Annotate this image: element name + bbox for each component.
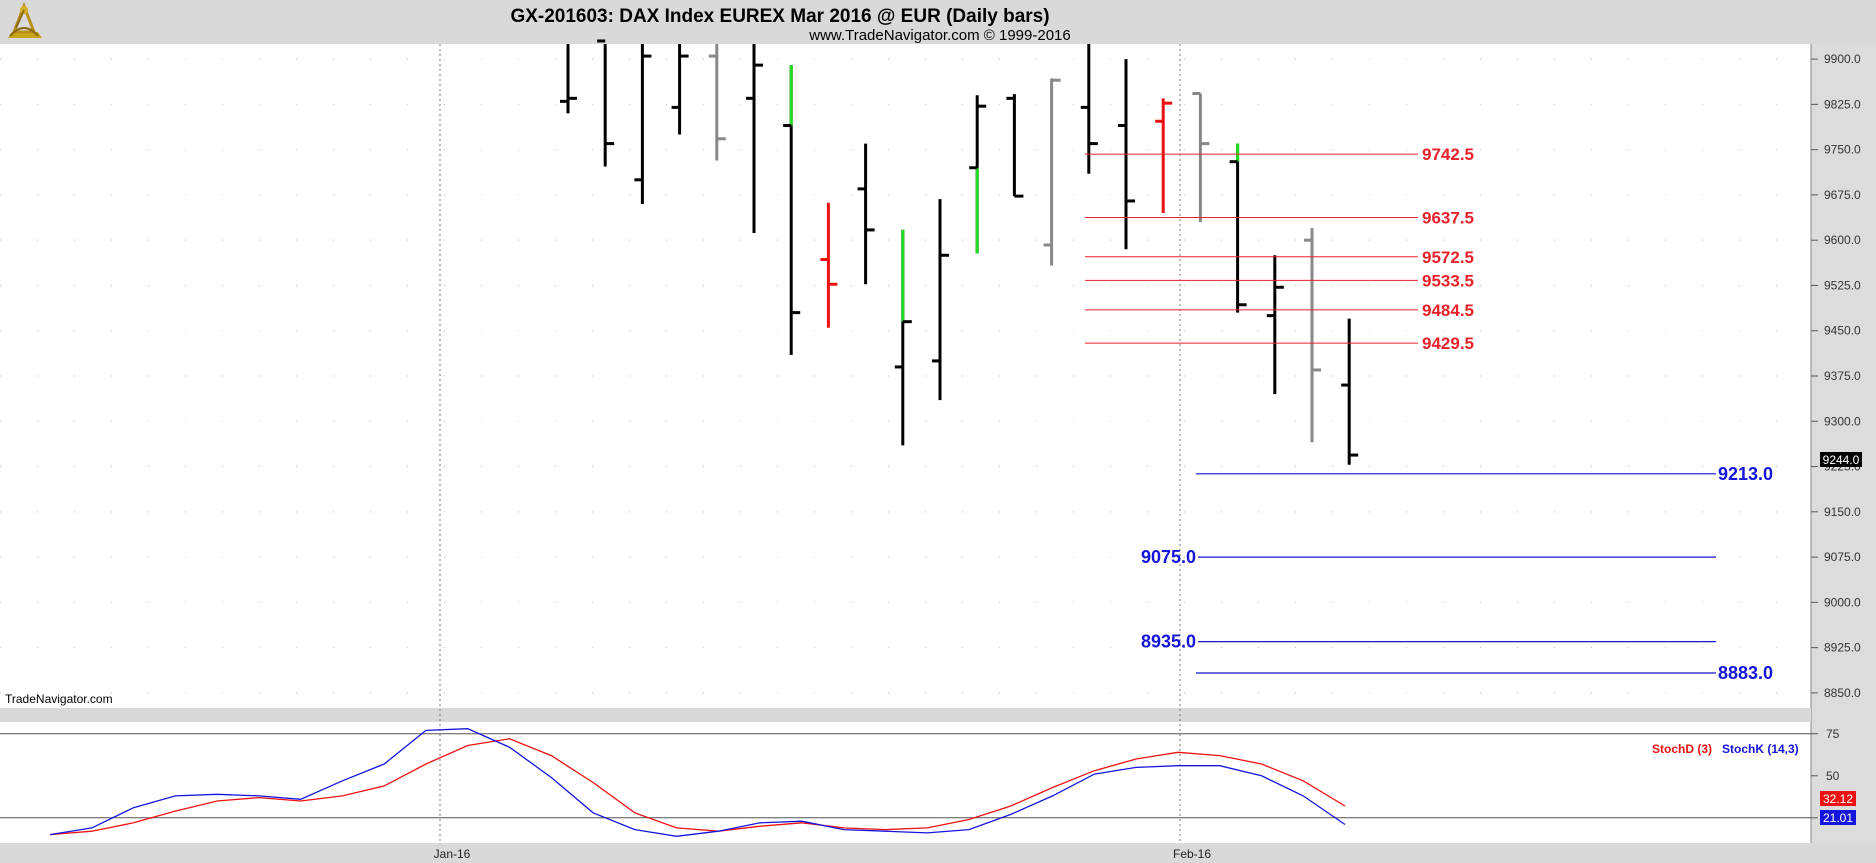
stoch-series-d [49,738,1346,836]
time-axis: Jan-16 Feb-16 [434,847,1212,861]
price-tick-label: 9750.0 [1824,143,1861,157]
support-label: 8935.0 [1141,632,1196,652]
support-label: 8883.0 [1718,663,1773,683]
ohlc-bar [746,44,763,233]
price-tick-label: 9900.0 [1824,52,1861,66]
time-axis-band [0,843,1876,863]
last-price-badge: 9244.0 [1820,452,1862,467]
price-tick-label: 9675.0 [1824,188,1861,202]
price-bars [560,39,1359,465]
ohlc-bar [969,95,987,254]
time-tick-label: Jan-16 [434,847,471,861]
svg-text:21.01: 21.01 [1823,811,1853,825]
ohlc-bar [894,229,912,446]
price-levels: 9742.5 9637.5 9572.5 9533.5 9484.5 9429.5 9213… [1085,145,1773,683]
stochastic-panel: 755025 [0,727,1840,837]
chart-title: GX-201603: DAX Index EUREX Mar 2016 @ EU… [510,6,1049,27]
resistance-label: 9484.5 [1422,301,1474,320]
resistance-label: 9429.5 [1422,334,1474,353]
stoch-k-value-badge: 21.01 [1820,810,1856,825]
ohlc-bar [1304,228,1321,443]
svg-text:32.12: 32.12 [1823,792,1853,806]
stoch-tick-label: 75 [1826,727,1840,741]
ohlc-bar [820,202,838,328]
ohlc-bar [1341,318,1359,465]
price-tick-label: 9450.0 [1824,324,1861,338]
support-label: 9213.0 [1718,464,1773,484]
grid [0,58,1811,694]
sextant-logo-icon [8,1,42,38]
resistance-label: 9742.5 [1422,145,1474,164]
resistance-label: 9533.5 [1422,271,1474,290]
chart-subtitle: www.TradeNavigator.com © 1999-2016 [808,27,1070,44]
time-tick-label: Feb-16 [1173,847,1211,861]
support-label: 9075.0 [1141,547,1196,567]
price-tick-label: 9525.0 [1824,278,1861,292]
ohlc-bar [634,44,652,204]
price-tick-label: 9075.0 [1824,550,1861,564]
ohlc-bar [560,44,577,114]
ohlc-bar [1043,78,1061,266]
price-tick-label: 8925.0 [1824,641,1861,655]
resistance-label: 9637.5 [1422,209,1474,228]
stoch-series-k [49,728,1346,837]
price-tick-label: 9600.0 [1824,233,1861,247]
ohlc-bar [783,65,801,355]
ohlc-bar [932,199,949,401]
price-axis: 9900.0 9825.0 9750.0 9675.0 9600.0 9525.0 9450… [1811,52,1861,700]
ohlc-bar [708,44,726,161]
resistance-label: 9572.5 [1422,248,1474,267]
ohlc-bar [1155,98,1173,214]
svg-text:9244.0: 9244.0 [1823,453,1860,467]
ohlc-bar [671,44,689,135]
header-band [0,0,1876,44]
month-separators [439,44,1181,843]
legend-stoch-d: StochD (3) [1652,742,1712,756]
ohlc-bar [857,143,875,285]
ohlc-bar [597,39,615,167]
watermark: TradeNavigator.com [5,692,113,706]
ohlc-bar [1006,94,1024,198]
price-tick-label: 8850.0 [1824,686,1861,700]
stoch-tick-label: 50 [1826,769,1840,783]
legend-stoch-k: StochK (14,3) [1722,742,1799,756]
price-tick-label: 9300.0 [1824,414,1861,428]
ohlc-bar [1080,44,1098,174]
panel-separator [0,708,1811,722]
price-tick-label: 9000.0 [1824,595,1861,609]
price-tick-label: 9825.0 [1824,97,1861,111]
ohlc-bar [1266,255,1284,395]
ohlc-bar [1192,91,1210,223]
ohlc-bar [1229,143,1247,313]
stoch-d-value-badge: 32.12 [1820,791,1856,806]
price-tick-label: 9375.0 [1824,369,1861,383]
price-tick-label: 9150.0 [1824,505,1861,519]
